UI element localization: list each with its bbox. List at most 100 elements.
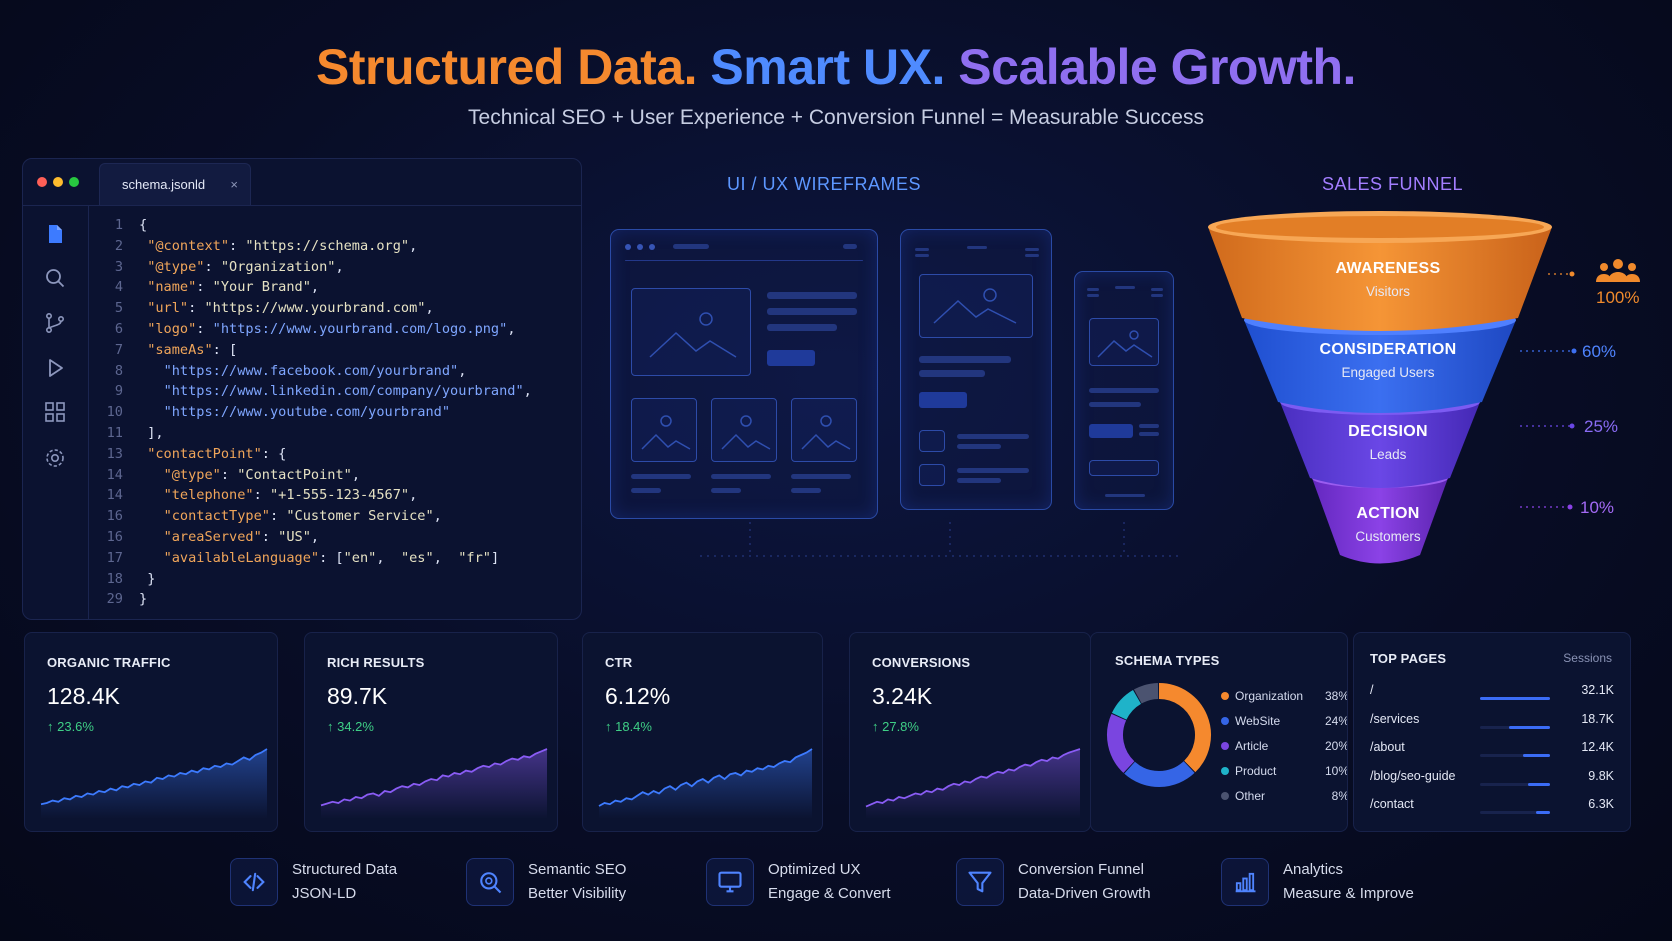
- sessions-bar-track: [1480, 811, 1550, 814]
- code-line[interactable]: 17 "availableLanguage": ["en", "es", "fr…: [93, 548, 581, 569]
- top-page-row[interactable]: /services 18.7K: [1370, 710, 1614, 730]
- page-path: /blog/seo-guide: [1370, 768, 1456, 783]
- run-icon[interactable]: [43, 356, 67, 380]
- line-number: 14: [106, 487, 123, 504]
- code-line[interactable]: 13 "contactPoint": {: [93, 444, 581, 465]
- code-line[interactable]: 4 "name": "Your Brand",: [93, 277, 581, 298]
- code-line[interactable]: 9 "https://www.linkedin.com/company/your…: [93, 381, 581, 402]
- sessions-bar-track: [1480, 697, 1550, 700]
- activity-bar: [23, 206, 89, 619]
- metric-delta: ↑ 34.2%: [327, 719, 374, 734]
- code-line[interactable]: 16 "contactType": "Customer Service",: [93, 506, 581, 527]
- file-icon[interactable]: [43, 222, 67, 246]
- line-number: 3: [114, 258, 123, 275]
- donut-slice-product[interactable]: [1111, 689, 1142, 721]
- feature-title: Optimized UX: [768, 861, 861, 878]
- legend-value: 38%: [1324, 689, 1348, 703]
- metric-value: 3.24K: [872, 683, 933, 709]
- funnel-stage-consideration[interactable]: [1244, 320, 1516, 413]
- legend-value: 24%: [1324, 714, 1348, 728]
- close-tab-icon[interactable]: ×: [230, 177, 238, 192]
- line-number: 16: [106, 508, 123, 525]
- sessions-bar-track: [1480, 725, 1550, 729]
- search-icon[interactable]: [43, 266, 67, 290]
- feature-item: Conversion Funnel Data-Driven Growth: [956, 856, 1151, 908]
- donut-slice-website[interactable]: [1124, 760, 1195, 787]
- code-content[interactable]: 1{2 "@context": "https://schema.org", 3 "…: [93, 215, 581, 610]
- maximize-window-button[interactable]: [69, 177, 79, 187]
- sparkline-line: [40, 748, 268, 806]
- code-line[interactable]: 6 "logo": "https://www.yourbrand.com/log…: [93, 319, 581, 340]
- funnel-action-name: ACTION: [1356, 505, 1420, 522]
- source-control-icon[interactable]: [43, 311, 67, 335]
- sessions-bar-track: [1480, 782, 1550, 786]
- sessions-value: 6.3K: [1588, 797, 1614, 811]
- metric-card[interactable]: CTR 6.12% ↑ 18.4%: [582, 632, 823, 832]
- metric-sparkline: [598, 748, 813, 819]
- funnel-action-pct: 10%: [1580, 498, 1615, 517]
- funnel-stage-action[interactable]: [1312, 478, 1448, 564]
- donut-slice-organization[interactable]: [1158, 683, 1211, 773]
- sparkline-line: [320, 748, 548, 807]
- donut-slice-article[interactable]: [1107, 713, 1135, 773]
- editor-tab-schema[interactable]: schema.jsonld ×: [99, 163, 251, 205]
- sparkline-line: [865, 748, 1081, 808]
- legend-item[interactable]: Article 20%: [1221, 739, 1347, 753]
- top-page-row[interactable]: /about 12.4K: [1370, 738, 1614, 758]
- minimize-window-button[interactable]: [53, 177, 63, 187]
- code-line[interactable]: 5 "url": "https://www.yourbrand.com",: [93, 298, 581, 319]
- line-number: 4: [114, 279, 123, 296]
- sessions-value: 9.8K: [1588, 768, 1614, 783]
- code-line[interactable]: 10 "https://www.youtube.com/yourbrand": [93, 402, 581, 423]
- top-page-row[interactable]: /blog/seo-guide 9.8K: [1370, 767, 1614, 787]
- code-line[interactable]: 18 }: [93, 569, 581, 590]
- funnel-stage-decision[interactable]: [1280, 402, 1480, 488]
- close-window-button[interactable]: [37, 177, 47, 187]
- funnel-awareness-pct: 100%: [1596, 288, 1640, 307]
- extensions-icon[interactable]: [43, 400, 67, 424]
- funnel-decision-pct: 25%: [1584, 417, 1619, 436]
- sessions-value: 32.1K: [1581, 683, 1614, 697]
- line-number: 29: [106, 591, 123, 608]
- top-pages-card: TOP PAGES Sessions /32.1K/services 18.7K /…: [1353, 632, 1631, 832]
- code-line[interactable]: 7 "sameAs": [: [93, 340, 581, 361]
- metric-delta: ↑ 23.6%: [47, 719, 94, 734]
- metric-card[interactable]: RICH RESULTS 89.7K ↑ 34.2%: [304, 632, 558, 832]
- schema-types-donut: [1107, 683, 1211, 787]
- code-line[interactable]: 11 ],: [93, 423, 581, 444]
- hero-title-part1: Structured Data.: [316, 39, 697, 95]
- funnel-stage-awareness[interactable]: [1208, 227, 1552, 331]
- code-text: "contactType": "Customer Service",: [163, 508, 442, 525]
- code-line[interactable]: 2 "@context": "https://schema.org",: [93, 236, 581, 257]
- settings-icon[interactable]: [43, 446, 67, 470]
- code-line[interactable]: 16 "areaServed": "US",: [93, 527, 581, 548]
- hero-title-part3: Scalable Growth.: [958, 39, 1356, 95]
- metric-title: ORGANIC TRAFFIC: [47, 655, 171, 670]
- code-line[interactable]: 14 "@type": "ContactPoint",: [93, 465, 581, 486]
- metric-card[interactable]: ORGANIC TRAFFIC 128.4K ↑ 23.6%: [24, 632, 278, 832]
- metric-value: 6.12%: [605, 683, 671, 709]
- metric-value: 89.7K: [327, 683, 388, 709]
- page-path: /services: [1370, 711, 1420, 726]
- legend-item[interactable]: Other 8%: [1221, 789, 1347, 803]
- sessions-bar-fill: [1509, 725, 1550, 729]
- legend-item[interactable]: Product 10%: [1221, 764, 1347, 778]
- feature-item: Semantic SEO Better Visibility: [466, 856, 626, 908]
- sessions-value: 12.4K: [1581, 740, 1614, 754]
- metric-card[interactable]: CONVERSIONS 3.24K ↑ 27.8%: [849, 632, 1091, 832]
- code-line[interactable]: 29}: [93, 589, 581, 610]
- top-page-row[interactable]: /contact 6.3K: [1370, 795, 1614, 815]
- legend-label: WebSite: [1235, 714, 1281, 728]
- code-line[interactable]: 3 "@type": "Organization",: [93, 257, 581, 278]
- code-line[interactable]: 14 "telephone": "+1-555-123-4567",: [93, 485, 581, 506]
- metric-sparkline: [320, 748, 548, 819]
- top-page-row[interactable]: / 32.1K: [1370, 681, 1614, 701]
- code-text: "url": "https://www.yourbrand.com",: [147, 300, 434, 317]
- donut-slice-other[interactable]: [1133, 683, 1159, 704]
- feature-title: Conversion Funnel: [1018, 861, 1144, 878]
- legend-item[interactable]: Organization 38%: [1221, 689, 1348, 703]
- code-line[interactable]: 1{: [93, 215, 581, 236]
- code-line[interactable]: 8 "https://www.facebook.com/yourbrand",: [93, 361, 581, 382]
- legend-item[interactable]: WebSite 24%: [1221, 714, 1348, 728]
- line-number: 8: [114, 362, 123, 379]
